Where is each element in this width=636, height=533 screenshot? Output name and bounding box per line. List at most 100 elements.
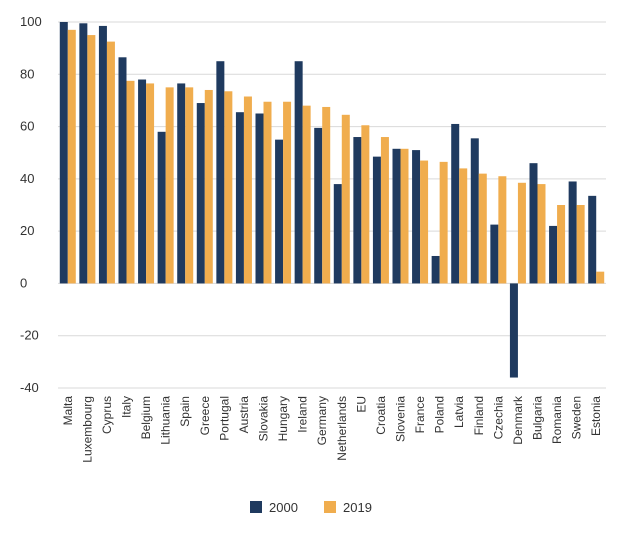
bar-2000-malta	[59, 22, 68, 284]
bar-2000-slovenia	[392, 148, 401, 284]
bar-2019-finland	[478, 173, 487, 284]
x-tick-label-bulgaria: Bulgaria	[531, 396, 545, 440]
x-tick-label-spain: Spain	[178, 396, 192, 427]
bar-2019-spain	[185, 87, 194, 284]
bar-2019-hungary	[283, 101, 292, 284]
bar-2000-slovakia	[255, 113, 264, 284]
legend: 2000 2019	[250, 500, 372, 515]
bar-2000-lithuania	[157, 131, 166, 284]
bar-2019-belgium	[146, 83, 155, 284]
x-tick-label-latvia: Latvia	[452, 396, 466, 428]
legend-swatch-2019	[324, 501, 336, 513]
x-tick-label-germany: Germany	[315, 396, 329, 445]
x-tick-label-malta: Malta	[61, 396, 75, 426]
y-tick-label: -40	[20, 380, 39, 395]
bar-2000-bulgaria	[529, 163, 538, 284]
x-tick-label-czechia: Czechia	[491, 396, 505, 440]
x-tick-label-austria: Austria	[237, 396, 251, 434]
x-tick-label-ireland: Ireland	[296, 396, 310, 433]
bar-2000-ireland	[294, 61, 303, 284]
y-tick-label: -20	[20, 328, 39, 343]
x-tick-label-slovakia: Slovakia	[257, 396, 271, 442]
bar-2019-denmark	[517, 182, 526, 284]
bar-2019-bulgaria	[537, 184, 546, 284]
bar-2000-cyprus	[98, 25, 107, 284]
y-tick-label: 0	[20, 275, 27, 290]
x-axis-category-labels: Malta Luxembourg Cyprus Italy Belgium Lithuan…	[61, 395, 603, 463]
bar-2019-lithuania	[165, 87, 174, 284]
y-tick-label: 60	[20, 119, 34, 134]
bar-2000-poland	[431, 255, 440, 284]
x-tick-label-finland: Finland	[472, 396, 486, 435]
bar-2019-eu	[361, 125, 370, 284]
bar-2000-netherlands	[333, 184, 342, 284]
bars	[59, 22, 605, 378]
bar-2019-netherlands	[341, 114, 350, 284]
x-tick-label-lithuania: Lithuania	[159, 396, 173, 445]
bar-2019-greece	[204, 89, 213, 284]
bar-2019-austria	[243, 96, 252, 284]
bar-2000-croatia	[372, 156, 381, 284]
bar-2019-malta	[67, 29, 76, 284]
bar-2019-germany	[322, 106, 331, 284]
x-tick-label-greece: Greece	[198, 396, 212, 436]
legend-swatch-2000	[250, 501, 262, 513]
bar-2019-france	[420, 160, 429, 284]
y-tick-label: 100	[20, 14, 42, 29]
bar-2000-finland	[470, 138, 479, 284]
bar-2019-slovakia	[263, 101, 272, 284]
bar-2000-portugal	[216, 61, 225, 284]
bar-2000-belgium	[138, 79, 147, 284]
x-tick-label-denmark: Denmark	[511, 395, 525, 445]
bar-2000-italy	[118, 57, 127, 284]
x-tick-label-sweden: Sweden	[570, 396, 584, 439]
bar-2000-luxembourg	[79, 23, 88, 284]
y-axis-tick-labels: 100 80 60 40 20 0 -20 -40	[20, 14, 42, 395]
bar-2000-eu	[353, 137, 362, 284]
x-tick-label-cyprus: Cyprus	[100, 396, 114, 434]
x-tick-label-italy: Italy	[120, 396, 134, 418]
x-tick-label-belgium: Belgium	[139, 396, 153, 439]
bar-2000-romania	[549, 225, 558, 284]
x-tick-label-poland: Poland	[433, 396, 447, 433]
legend-label-2000: 2000	[269, 500, 298, 515]
x-tick-label-romania: Romania	[550, 396, 564, 444]
x-tick-label-slovenia: Slovenia	[394, 396, 408, 442]
legend-label-2019: 2019	[343, 500, 372, 515]
bar-2000-hungary	[275, 139, 284, 284]
bar-2019-ireland	[302, 105, 311, 284]
bar-2019-latvia	[459, 168, 468, 284]
bar-2019-slovenia	[400, 148, 409, 284]
bar-2019-czechia	[498, 176, 507, 284]
bar-2000-sweden	[568, 181, 577, 284]
x-tick-label-netherlands: Netherlands	[335, 396, 349, 461]
x-tick-label-eu: EU	[354, 396, 368, 413]
bar-2000-czechia	[490, 224, 499, 284]
y-tick-label: 80	[20, 66, 34, 81]
bar-2019-sweden	[576, 205, 585, 284]
bar-2019-poland	[439, 161, 448, 284]
x-tick-label-france: France	[413, 396, 427, 434]
bar-2000-germany	[314, 127, 323, 284]
bar-2019-italy	[126, 80, 135, 284]
x-tick-label-luxembourg: Luxembourg	[80, 396, 94, 463]
x-tick-label-estonia: Estonia	[589, 396, 603, 436]
bar-2019-romania	[557, 205, 566, 284]
bar-2019-luxembourg	[87, 35, 96, 284]
bar-2000-austria	[235, 112, 244, 284]
bar-2019-croatia	[380, 137, 389, 284]
bar-2019-portugal	[224, 91, 233, 284]
bar-2000-estonia	[588, 195, 597, 284]
x-tick-label-hungary: Hungary	[276, 396, 290, 441]
x-tick-label-portugal: Portugal	[217, 396, 231, 441]
y-tick-label: 20	[20, 223, 34, 238]
bar-2019-cyprus	[106, 41, 115, 284]
bar-2000-spain	[177, 83, 186, 284]
bar-2019-estonia	[596, 271, 605, 284]
bar-2000-greece	[196, 103, 205, 284]
bar-2000-france	[412, 150, 421, 284]
y-tick-label: 40	[20, 171, 34, 186]
bar-2000-denmark	[509, 283, 518, 378]
